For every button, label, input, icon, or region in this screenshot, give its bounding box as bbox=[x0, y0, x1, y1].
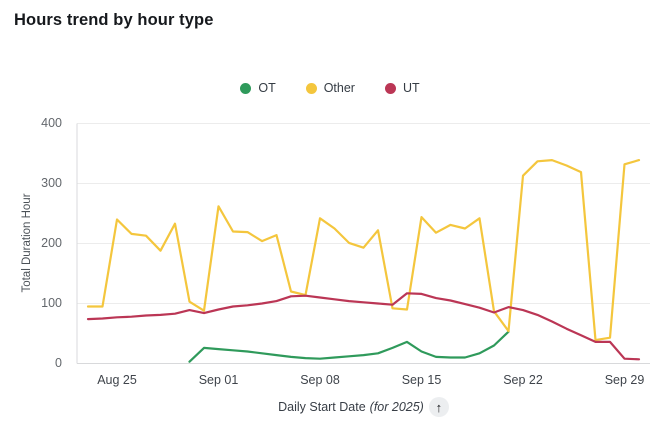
chart-title: Hours trend by hour type bbox=[14, 11, 214, 29]
x-tick-label-sep-29: Sep 29 bbox=[604, 373, 645, 387]
plot-area: Total Duration Hour 0 100 200 300 400 Aug 25 S… bbox=[0, 110, 660, 398]
legend-dot-ot bbox=[240, 82, 252, 94]
x-tick-label-sep-01: Sep 01 bbox=[198, 373, 239, 387]
x-tick-label-sep-08: Sep 08 bbox=[300, 373, 340, 387]
y-tick-label-100: 100 bbox=[41, 295, 62, 310]
legend-dot-other bbox=[305, 82, 317, 94]
x-axis-title: Daily Start Date (for 2025) ↑ bbox=[77, 396, 650, 418]
series-line-ut[interactable] bbox=[86, 292, 641, 361]
legend-item-other[interactable]: Other bbox=[305, 81, 355, 95]
x-axis-title-note: (for 2025) bbox=[369, 400, 424, 414]
x-tick-label-sep-15: Sep 15 bbox=[401, 373, 442, 387]
series-line-ot[interactable] bbox=[188, 330, 510, 363]
series-line-other[interactable] bbox=[86, 158, 641, 342]
x-tick-label-sep-22: Sep 22 bbox=[503, 373, 543, 387]
arrow-up-icon: ↑ bbox=[435, 399, 443, 415]
legend-label-ot: OT bbox=[258, 81, 276, 95]
legend-label-other: Other bbox=[323, 81, 355, 95]
legend-dot-ut bbox=[384, 82, 396, 94]
legend-label-ut: UT bbox=[402, 81, 420, 95]
legend-item-ot[interactable]: OT bbox=[240, 81, 276, 95]
y-tick-label-300: 300 bbox=[41, 175, 62, 190]
y-tick-label-400: 400 bbox=[41, 115, 62, 130]
legend: OT Other UT bbox=[0, 80, 660, 96]
x-tick-label-aug-25: Aug 25 bbox=[97, 373, 137, 387]
x-axis-title-text: Daily Start Date bbox=[278, 400, 366, 414]
sort-ascending-button[interactable]: ↑ bbox=[428, 397, 449, 417]
legend-item-ut[interactable]: UT bbox=[384, 81, 420, 95]
y-tick-label-0: 0 bbox=[55, 355, 62, 370]
line-chart bbox=[76, 123, 650, 364]
y-tick-label-200: 200 bbox=[41, 235, 62, 250]
